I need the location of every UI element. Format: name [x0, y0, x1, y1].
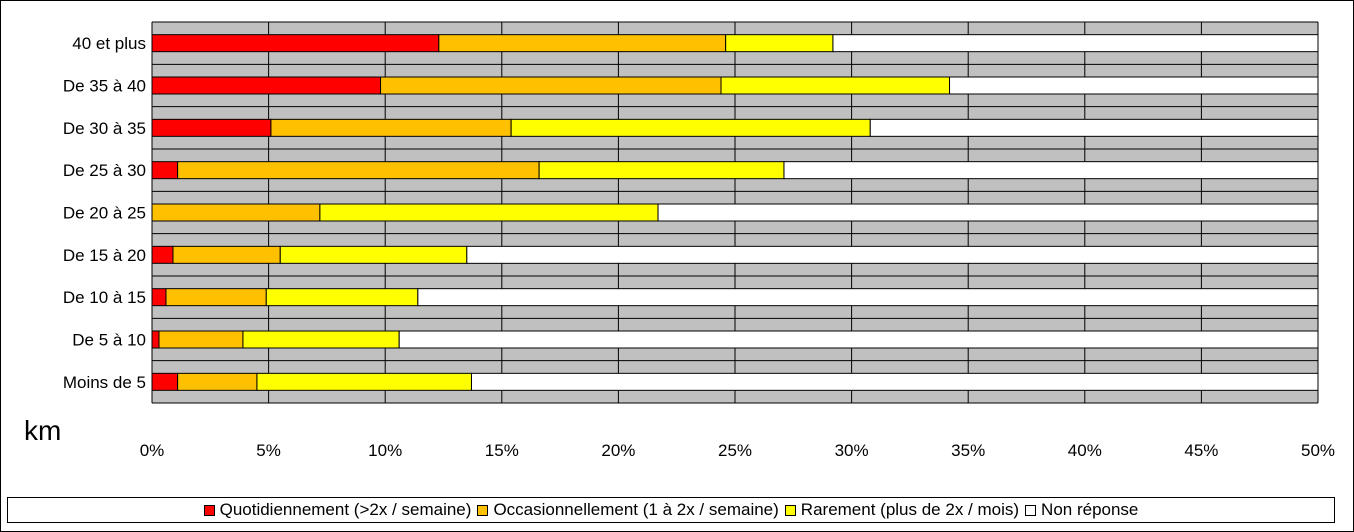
bar-segment — [398, 330, 1319, 349]
unit-label: km — [24, 415, 62, 446]
bar-segment — [151, 34, 440, 53]
legend-item: Non réponse — [1025, 500, 1138, 520]
category-label: De 35 à 40 — [63, 77, 146, 96]
bar-segment — [783, 161, 1319, 180]
legend-swatch — [203, 504, 215, 516]
bar-segment — [151, 203, 321, 222]
bar-segment — [256, 372, 472, 391]
x-tick-label: 0% — [140, 441, 165, 460]
bar-segment — [151, 330, 160, 349]
x-tick-label: 50% — [1301, 441, 1335, 460]
x-tick-label: 20% — [601, 441, 635, 460]
bar-segment — [319, 203, 659, 222]
bar-segment — [151, 245, 174, 264]
bar-segment — [380, 76, 722, 95]
category-label: De 15 à 20 — [63, 246, 146, 265]
bar-segment — [270, 118, 512, 137]
bar-segment — [832, 34, 1319, 53]
bar-segment — [177, 372, 258, 391]
x-tick-label: 40% — [1068, 441, 1102, 460]
bar-segment — [417, 288, 1319, 307]
legend-label: Non réponse — [1041, 500, 1139, 519]
bar-segment — [151, 76, 382, 95]
x-tick-label: 25% — [718, 441, 752, 460]
category-label: De 10 à 15 — [63, 288, 146, 307]
legend-item: Rarement (plus de 2x / mois) — [784, 500, 1020, 520]
legend-swatch — [1025, 504, 1037, 516]
category-label: Moins de 5 — [63, 373, 146, 392]
legend-label: Occasionnellement (1 à 2x / semaine) — [493, 500, 779, 519]
legend-swatch — [784, 504, 796, 516]
x-tick-label: 45% — [1184, 441, 1218, 460]
bar-segment — [265, 288, 419, 307]
bar-segment — [158, 330, 244, 349]
bar-segment — [177, 161, 540, 180]
legend-label: Rarement (plus de 2x / mois) — [800, 500, 1020, 519]
bar-segment — [172, 245, 281, 264]
legend-swatch — [477, 504, 489, 516]
bar-segment — [151, 161, 179, 180]
bar-segment — [151, 118, 272, 137]
legend-label: Quotidiennement (>2x / semaine) — [219, 500, 472, 519]
legend-item: Quotidiennement (>2x / semaine) — [203, 500, 472, 520]
bar-segment — [165, 288, 267, 307]
x-tick-label: 35% — [951, 441, 985, 460]
bar-segment — [438, 34, 727, 53]
category-label: 40 et plus — [72, 34, 146, 53]
legend-item: Occasionnellement (1 à 2x / semaine) — [477, 500, 779, 520]
bar-segment — [725, 34, 834, 53]
category-label: De 30 à 35 — [63, 119, 146, 138]
bar-segment — [949, 76, 1319, 95]
category-label: De 20 à 25 — [63, 204, 146, 223]
bar-segment — [242, 330, 400, 349]
bar-segment — [151, 288, 167, 307]
bar-segment — [510, 118, 871, 137]
bar-segment — [470, 372, 1319, 391]
bar-segment — [538, 161, 785, 180]
x-tick-label: 5% — [256, 441, 281, 460]
category-label: De 25 à 30 — [63, 161, 146, 180]
bar-segment — [279, 245, 468, 264]
bar-segment — [657, 203, 1319, 222]
bar-segment — [151, 372, 179, 391]
x-tick-label: 15% — [485, 441, 519, 460]
bar-segment — [466, 245, 1319, 264]
legend: Quotidiennement (>2x / semaine) Occasionn… — [7, 497, 1335, 523]
x-tick-label: 30% — [835, 441, 869, 460]
bar-segment — [720, 76, 951, 95]
x-tick-label: 10% — [368, 441, 402, 460]
bar-segment — [869, 118, 1319, 137]
category-label: De 5 à 10 — [72, 331, 146, 350]
